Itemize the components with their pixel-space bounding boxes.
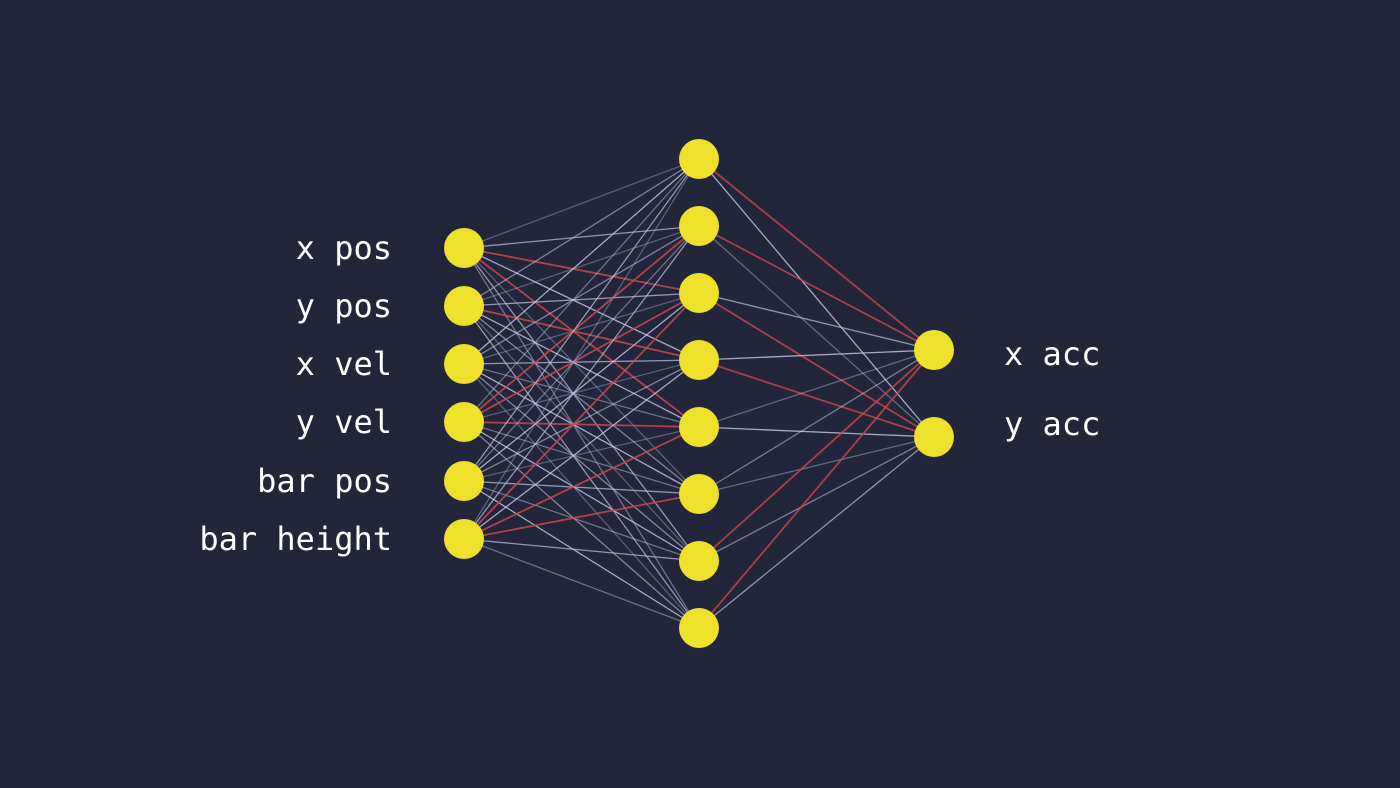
- edge-input-hidden: [463, 225, 700, 365]
- edge-input-hidden: [463, 538, 700, 629]
- edge-input-hidden: [463, 363, 700, 562]
- edge-hidden-output: [698, 359, 935, 438]
- edge-hidden-output: [698, 436, 935, 495]
- edge-input-hidden: [463, 158, 700, 540]
- edge-hidden-output: [698, 426, 935, 438]
- neurons: [444, 139, 954, 648]
- edge-input-hidden: [463, 292, 700, 540]
- edge-input-hidden: [463, 225, 700, 540]
- input-label: x vel: [296, 345, 392, 383]
- edge-input-hidden: [463, 480, 700, 495]
- edge-input-hidden: [463, 292, 700, 307]
- edge-input-hidden: [463, 247, 700, 361]
- edge-input-hidden: [463, 305, 700, 629]
- hidden-neuron: [679, 273, 719, 313]
- edge-input-hidden: [463, 359, 700, 540]
- output-label: x acc: [1004, 335, 1100, 373]
- input-label: bar pos: [257, 462, 392, 500]
- edge-hidden-output: [698, 292, 935, 351]
- input-label: x pos: [296, 229, 392, 267]
- input-neuron: [444, 519, 484, 559]
- edge-hidden-output: [698, 349, 935, 495]
- edge-input-hidden: [463, 421, 700, 562]
- edge-input-hidden: [463, 247, 700, 629]
- edge-hidden-output: [698, 436, 935, 562]
- edge-input-hidden: [463, 305, 700, 495]
- edge-hidden-output: [698, 158, 935, 351]
- hidden-neuron: [679, 340, 719, 380]
- edge-input-hidden: [463, 225, 700, 423]
- hidden-neuron: [679, 206, 719, 246]
- edge-input-hidden: [463, 363, 700, 495]
- edge-input-hidden: [463, 247, 700, 294]
- hidden-neuron: [679, 407, 719, 447]
- edge-input-hidden: [463, 158, 700, 249]
- input-neuron: [444, 402, 484, 442]
- edge-input-hidden: [463, 305, 700, 562]
- output-neuron: [914, 417, 954, 457]
- edge-input-hidden: [463, 225, 700, 482]
- edge-input-hidden: [463, 426, 700, 482]
- edge-hidden-output: [698, 225, 935, 351]
- edge-input-hidden: [463, 225, 700, 249]
- labels: x pos y pos x vel y vel bar pos bar height x a…: [199, 229, 1100, 558]
- edge-hidden-output: [698, 349, 935, 562]
- edge-input-hidden: [463, 158, 700, 482]
- edge-input-hidden: [463, 158, 700, 365]
- edge-input-hidden: [463, 421, 700, 629]
- edge-input-hidden: [463, 359, 700, 482]
- edge-input-hidden: [463, 480, 700, 562]
- hidden-neuron: [679, 139, 719, 179]
- hidden-neuron: [679, 541, 719, 581]
- edge-input-hidden: [463, 480, 700, 629]
- input-label: y pos: [296, 287, 392, 325]
- edge-hidden-output: [698, 436, 935, 629]
- edge-hidden-output: [698, 349, 935, 361]
- connections: [463, 158, 935, 629]
- edge-input-hidden: [463, 421, 700, 428]
- input-label: y vel: [296, 403, 392, 441]
- input-neuron: [444, 228, 484, 268]
- edge-input-hidden: [463, 225, 700, 307]
- edge-input-hidden: [463, 292, 700, 482]
- input-neuron: [444, 344, 484, 384]
- edge-input-hidden: [463, 538, 700, 562]
- hidden-neuron: [679, 608, 719, 648]
- input-label: bar height: [199, 520, 392, 558]
- hidden-neuron: [679, 474, 719, 514]
- edge-input-hidden: [463, 292, 700, 423]
- edge-input-hidden: [463, 305, 700, 428]
- edge-input-hidden: [463, 363, 700, 629]
- edge-input-hidden: [463, 247, 700, 562]
- output-label: y acc: [1004, 405, 1100, 443]
- edge-input-hidden: [463, 359, 700, 423]
- edge-input-hidden: [463, 493, 700, 540]
- edge-hidden-output: [698, 349, 935, 428]
- edge-input-hidden: [463, 292, 700, 365]
- output-neuron: [914, 330, 954, 370]
- input-neuron: [444, 286, 484, 326]
- edge-hidden-output: [698, 225, 935, 438]
- edge-input-hidden: [463, 359, 700, 365]
- edge-input-hidden: [463, 158, 700, 423]
- edge-hidden-output: [698, 292, 935, 438]
- edge-input-hidden: [463, 421, 700, 495]
- input-neuron: [444, 461, 484, 501]
- edge-input-hidden: [463, 247, 700, 495]
- edge-hidden-output: [698, 349, 935, 629]
- edge-input-hidden: [463, 247, 700, 428]
- edge-input-hidden: [463, 158, 700, 307]
- edge-input-hidden: [463, 363, 700, 428]
- edge-input-hidden: [463, 426, 700, 540]
- edge-input-hidden: [463, 305, 700, 361]
- edge-hidden-output: [698, 158, 935, 438]
